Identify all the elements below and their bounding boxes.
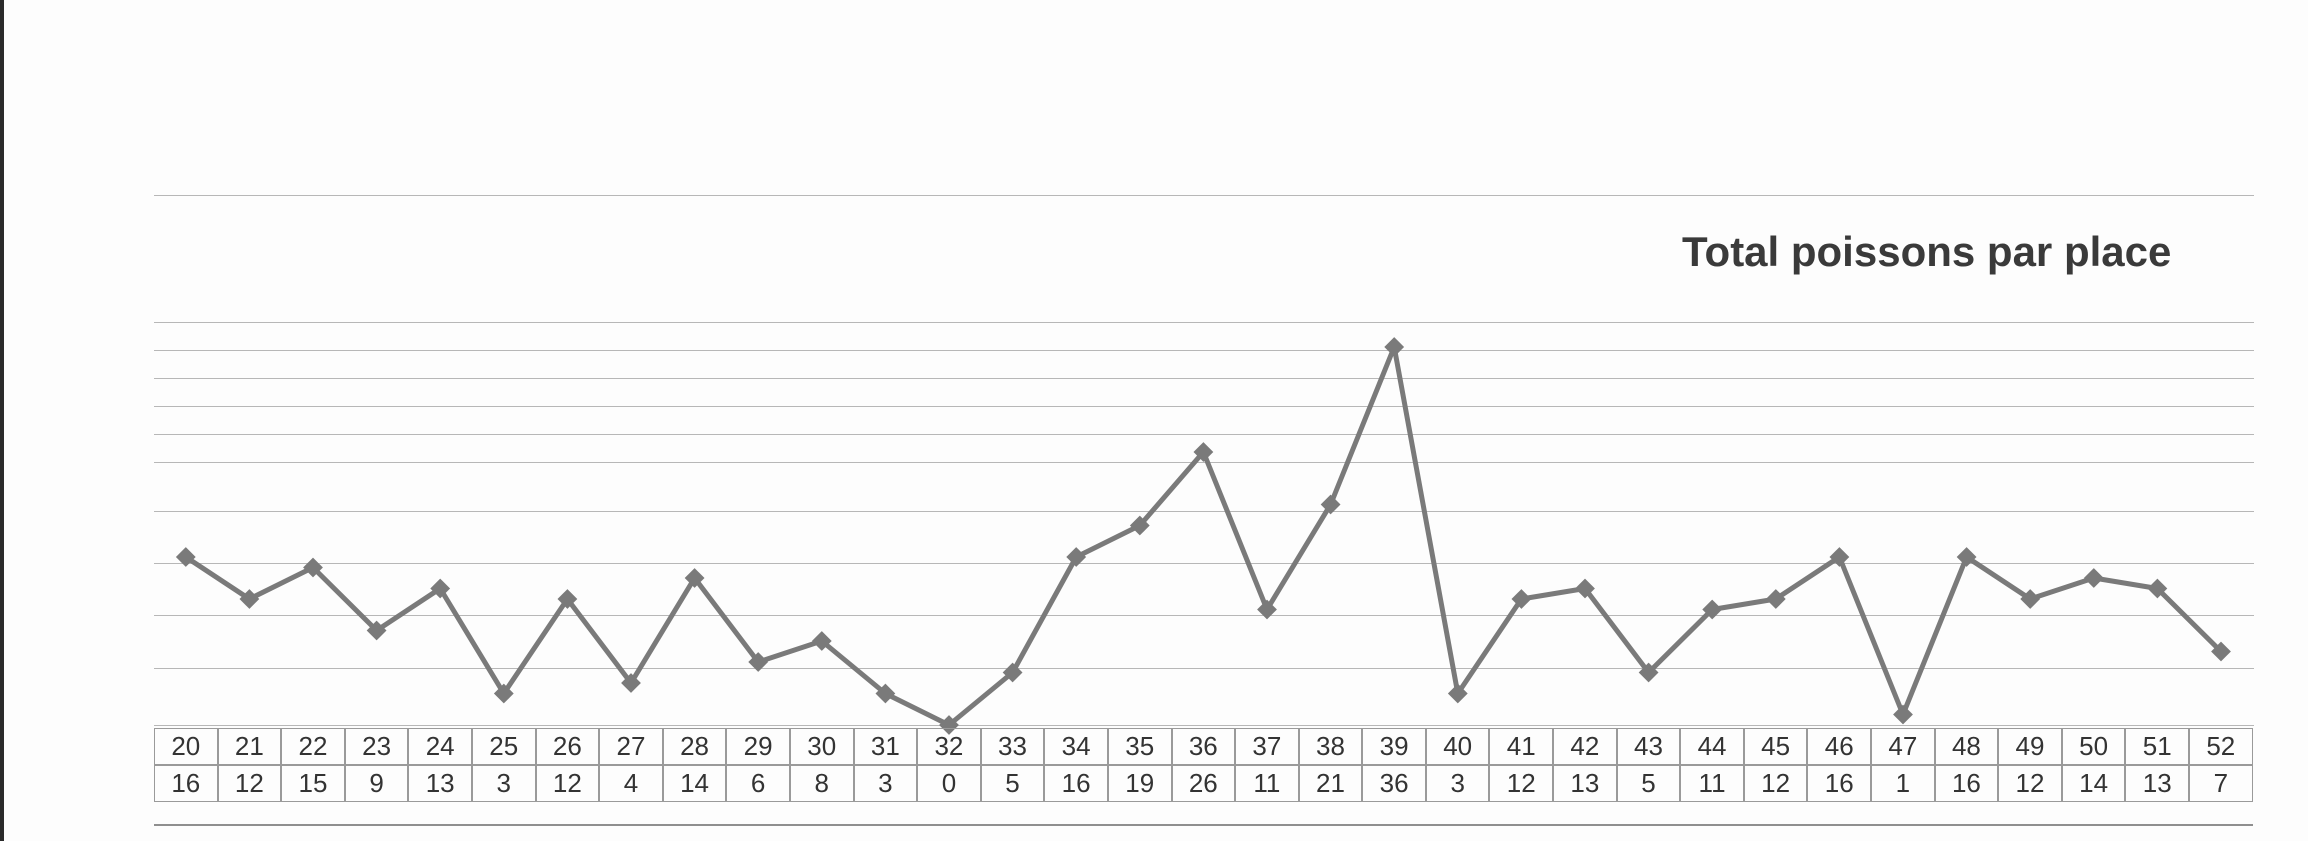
table-cell: 29: [726, 728, 790, 765]
table-cell: 26: [536, 728, 600, 765]
table-cell: 32: [917, 728, 981, 765]
table-cell: 48: [1935, 728, 1999, 765]
series-marker: [2084, 568, 2104, 588]
table-cell: 15: [281, 765, 345, 802]
table-cell: 3: [1426, 765, 1490, 802]
table-cell: 12: [218, 765, 282, 802]
table-cell: 11: [1680, 765, 1744, 802]
table-cell: 21: [1299, 765, 1363, 802]
gridline: [154, 725, 2254, 726]
table-cell: 27: [599, 728, 663, 765]
table-cell: 0: [917, 765, 981, 802]
table-cell: 51: [2125, 728, 2189, 765]
table-cell: 1: [1871, 765, 1935, 802]
table-data-row: 1612159133124146830516192611213631213511…: [154, 765, 2253, 802]
series-line: [186, 347, 2221, 725]
series-marker: [1384, 337, 1404, 357]
table-cell: 23: [345, 728, 409, 765]
table-cell: 12: [536, 765, 600, 802]
table-cell: 11: [1235, 765, 1299, 802]
table-cell: 31: [854, 728, 918, 765]
table-cell: 39: [1362, 728, 1426, 765]
table-cell: 13: [2125, 765, 2189, 802]
table-cell: 44: [1680, 728, 1744, 765]
table-cell: 35: [1108, 728, 1172, 765]
table-cell: 16: [154, 765, 218, 802]
table-cell: 22: [281, 728, 345, 765]
table-cell: 16: [1935, 765, 1999, 802]
page-root: Total poissons par place 202122232425262…: [0, 0, 2308, 841]
table-cell: 50: [2062, 728, 2126, 765]
table-cell: 16: [1807, 765, 1871, 802]
table-cell: 12: [1489, 765, 1553, 802]
table-cell: 5: [1617, 765, 1681, 802]
table-cell: 3: [472, 765, 536, 802]
series-marker: [1893, 705, 1913, 725]
table-cell: 14: [663, 765, 727, 802]
table-cell: 37: [1235, 728, 1299, 765]
table-cell: 33: [981, 728, 1045, 765]
table-bottom-rule: [154, 824, 2253, 826]
table-cell: 45: [1744, 728, 1808, 765]
table-cell: 21: [218, 728, 282, 765]
table-cell: 26: [1172, 765, 1236, 802]
table-cell: 6: [726, 765, 790, 802]
table-cell: 28: [663, 728, 727, 765]
table-cell: 36: [1172, 728, 1236, 765]
table-cell: 14: [2062, 765, 2126, 802]
table-cell: 52: [2189, 728, 2253, 765]
table-cell: 20: [154, 728, 218, 765]
series-marker: [1066, 547, 1086, 567]
table-cell: 43: [1617, 728, 1681, 765]
table-cell: 36: [1362, 765, 1426, 802]
table-cell: 41: [1489, 728, 1553, 765]
table-cell: 24: [408, 728, 472, 765]
table-cell: 34: [1044, 728, 1108, 765]
table-header-row: 2021222324252627282930313233343536373839…: [154, 728, 2253, 765]
table-cell: 30: [790, 728, 854, 765]
table-cell: 8: [790, 765, 854, 802]
chart-line-series: [154, 195, 2254, 725]
table-cell: 47: [1871, 728, 1935, 765]
table-cell: 12: [1998, 765, 2062, 802]
chart-plot-area: [154, 195, 2254, 725]
table-cell: 3: [854, 765, 918, 802]
table-cell: 13: [1553, 765, 1617, 802]
data-table: 2021222324252627282930313233343536373839…: [154, 728, 2253, 802]
table-cell: 46: [1807, 728, 1871, 765]
table-cell: 25: [472, 728, 536, 765]
table-cell: 9: [345, 765, 409, 802]
table-cell: 13: [408, 765, 472, 802]
table-cell: 42: [1553, 728, 1617, 765]
table-cell: 19: [1108, 765, 1172, 802]
table-cell: 5: [981, 765, 1045, 802]
table-cell: 38: [1299, 728, 1363, 765]
table-cell: 12: [1744, 765, 1808, 802]
table-cell: 40: [1426, 728, 1490, 765]
table-cell: 16: [1044, 765, 1108, 802]
table-cell: 49: [1998, 728, 2062, 765]
table-cell: 4: [599, 765, 663, 802]
table-cell: 7: [2189, 765, 2253, 802]
